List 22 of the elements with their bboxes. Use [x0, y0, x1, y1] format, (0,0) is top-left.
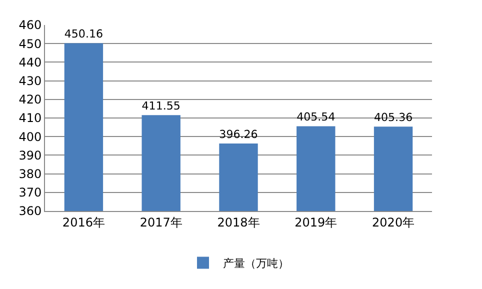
- x-tick-label: 2020年: [372, 215, 415, 230]
- data-label: 396.26: [219, 128, 258, 141]
- x-tick-label: 2017年: [140, 215, 182, 230]
- y-tick-label: 380: [18, 167, 42, 181]
- data-label: 411.55: [142, 99, 180, 112]
- y-tick-label: 440: [18, 55, 42, 70]
- x-tick-label: 2016年: [62, 215, 105, 230]
- x-tick-label: 2019年: [294, 215, 338, 230]
- x-tick-label: 2018年: [217, 215, 260, 230]
- data-label: 405.54: [296, 110, 336, 124]
- y-tick-label: 400: [18, 130, 42, 144]
- y-tick-label: 360: [18, 204, 42, 218]
- y-tick-label: 450: [18, 36, 42, 51]
- y-tick-label: 420: [18, 92, 42, 107]
- data-label: 450.16: [64, 28, 104, 41]
- y-tick-label: 410: [18, 111, 42, 126]
- y-tick-label: 370: [18, 186, 42, 200]
- y-tick-label: 460: [18, 18, 42, 32]
- legend-label: 产量（万吨）: [223, 256, 289, 270]
- y-tick-label: 390: [18, 148, 42, 162]
- y-tick-label: 430: [18, 74, 42, 88]
- data-label: 405.36: [374, 110, 413, 124]
